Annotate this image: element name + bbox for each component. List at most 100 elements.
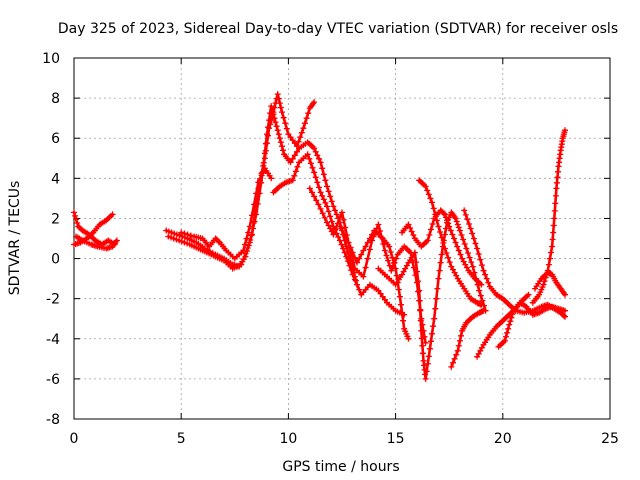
- data-point: [419, 342, 426, 349]
- data-point: [320, 196, 327, 203]
- data-point: [544, 267, 551, 274]
- data-point: [468, 259, 475, 266]
- data-point: [381, 247, 388, 254]
- data-point: [426, 345, 433, 352]
- data-point: [303, 115, 310, 122]
- data-point: [477, 256, 484, 263]
- data-point: [295, 138, 302, 145]
- data-point: [73, 216, 80, 223]
- series-track-10: [375, 209, 489, 382]
- data-point: [478, 281, 485, 288]
- data-point: [348, 267, 355, 274]
- y-tick-label: 6: [51, 131, 60, 147]
- data-point: [311, 99, 318, 106]
- data-point: [316, 155, 322, 162]
- data-point: [178, 238, 185, 245]
- data-point: [344, 258, 351, 265]
- data-point: [276, 135, 283, 142]
- data-point: [504, 329, 511, 336]
- data-point: [553, 185, 560, 192]
- data-point: [428, 338, 434, 345]
- data-point: [432, 211, 439, 218]
- data-point: [341, 231, 348, 238]
- data-point: [477, 292, 484, 299]
- data-point: [165, 233, 172, 240]
- plot-frame: [73, 57, 611, 420]
- x-tick-label: 25: [601, 431, 619, 447]
- data-point: [410, 232, 417, 238]
- data-point: [461, 241, 468, 247]
- data-point: [170, 235, 177, 242]
- data-point: [305, 110, 312, 117]
- data-point: [405, 221, 412, 228]
- series-track-5: [165, 103, 360, 288]
- data-point: [429, 199, 435, 206]
- data-point: [351, 276, 358, 283]
- data-point: [341, 249, 348, 256]
- y-tick-label: -6: [46, 372, 60, 388]
- data-point: [453, 218, 460, 225]
- data-point: [354, 281, 360, 288]
- data-point: [485, 279, 492, 286]
- data-point: [340, 245, 347, 252]
- data-point: [360, 273, 367, 280]
- data-point: [416, 297, 423, 304]
- data-point: [469, 230, 476, 237]
- data-point: [277, 139, 284, 146]
- data-point: [336, 237, 343, 244]
- data-point: [109, 211, 116, 218]
- data-point: [540, 281, 547, 288]
- data-point: [472, 240, 479, 247]
- x-tick-label: 5: [177, 431, 186, 447]
- data-point: [389, 254, 396, 261]
- data-point: [551, 207, 558, 214]
- data-point: [547, 255, 553, 262]
- data-point: [483, 275, 490, 282]
- data-point: [436, 267, 443, 274]
- data-point: [324, 203, 330, 210]
- data-point: [268, 103, 275, 110]
- data-point: [248, 232, 255, 239]
- data-point: [319, 192, 326, 199]
- data-point: [276, 100, 283, 107]
- data-point: [417, 307, 424, 314]
- data-point: [506, 321, 513, 328]
- data-point: [246, 239, 253, 246]
- data-point: [297, 134, 304, 141]
- data-point: [391, 260, 397, 267]
- data-point: [422, 183, 429, 190]
- data-point: [342, 224, 349, 231]
- data-point: [253, 211, 260, 218]
- data-point: [280, 114, 287, 121]
- data-point: [343, 253, 350, 260]
- data-point: [414, 268, 420, 275]
- data-point: [319, 165, 326, 172]
- data-point: [274, 127, 281, 134]
- data-point: [250, 225, 256, 232]
- data-point: [253, 190, 260, 197]
- data-point: [451, 235, 457, 242]
- series-track-3: [73, 233, 120, 252]
- data-point: [321, 214, 328, 221]
- data-point: [366, 235, 373, 242]
- data-point: [74, 220, 81, 226]
- data-point: [264, 131, 270, 138]
- data-point: [452, 239, 459, 246]
- data-point: [509, 311, 516, 318]
- data-point: [325, 188, 332, 195]
- data-point: [501, 337, 508, 344]
- data-point: [258, 172, 265, 179]
- data-point: [454, 243, 461, 250]
- data-point: [443, 214, 449, 221]
- data-point: [328, 198, 335, 205]
- data-point: [327, 213, 334, 220]
- data-point: [311, 145, 318, 152]
- data-point: [386, 262, 393, 269]
- data-point: [405, 335, 412, 342]
- data-point: [449, 231, 456, 238]
- y-tick-label: 10: [42, 51, 60, 67]
- data-point: [426, 232, 433, 238]
- data-point: [552, 192, 559, 199]
- data-point: [304, 151, 311, 158]
